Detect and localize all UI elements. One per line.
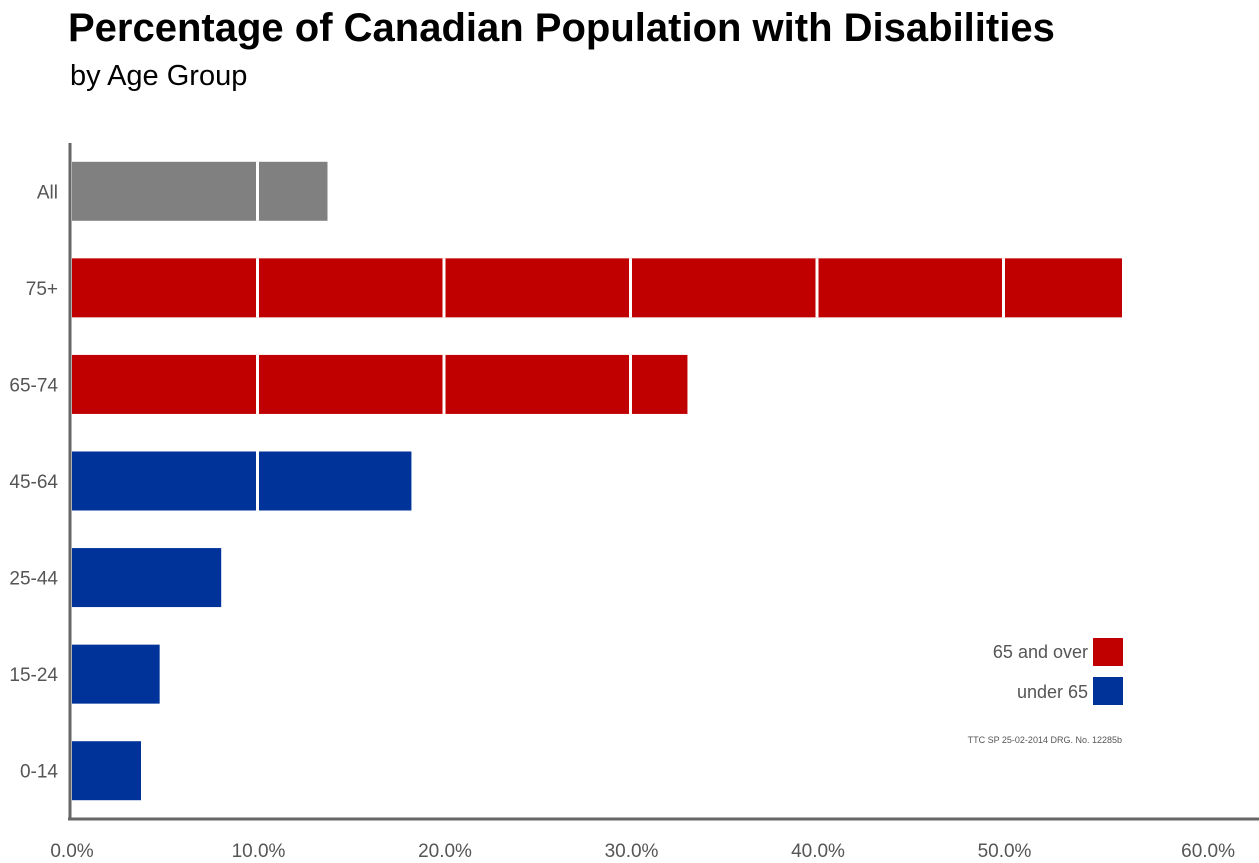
category-label-45-64: 45-64 (9, 472, 58, 493)
legend-swatch-under-65 (1093, 677, 1123, 705)
category-label-65-74: 65-74 (9, 375, 58, 396)
x-tick-label: 40.0% (791, 841, 845, 862)
chart-subtitle: by Age Group (70, 60, 248, 92)
x-tick-label: 50.0% (978, 841, 1032, 862)
category-label-25-44: 25-44 (9, 569, 58, 590)
bar-All (72, 161, 328, 221)
x-tick-labels: 0.0% 10.0% 20.0% 30.0% 40.0% 50.0% 60.0% (50, 841, 1235, 862)
bar-65-74 (72, 354, 688, 414)
x-tick-label: 20.0% (418, 841, 472, 862)
bar-75+ (72, 258, 1122, 318)
category-label-15-24: 15-24 (9, 665, 58, 686)
bars (72, 161, 1122, 801)
bar-0-14 (72, 741, 142, 801)
bar-15-24 (72, 644, 160, 704)
x-tick-label: 60.0% (1181, 841, 1235, 862)
x-tick-label: 10.0% (232, 841, 286, 862)
category-labels: All 75+ 65-74 45-64 25-44 15-24 0-14 (9, 182, 58, 782)
bar-45-64 (72, 451, 412, 511)
category-label-75+: 75+ (26, 279, 58, 300)
x-tick-label: 30.0% (605, 841, 659, 862)
category-label-All: All (37, 182, 58, 203)
legend-swatch-65-and-over (1093, 638, 1123, 666)
legend-label-under-65: under 65 (1017, 682, 1088, 702)
bar-25-44 (72, 548, 222, 608)
legend: 65 and over under 65 (993, 638, 1123, 705)
drawing-credit: TTC SP 25-02-2014 DRG. No. 12285b (968, 735, 1122, 745)
chart-title: Percentage of Canadian Population with D… (68, 6, 1055, 50)
x-tick-label: 0.0% (50, 841, 93, 862)
category-label-0-14: 0-14 (20, 762, 58, 783)
legend-label-65-and-over: 65 and over (993, 642, 1088, 662)
